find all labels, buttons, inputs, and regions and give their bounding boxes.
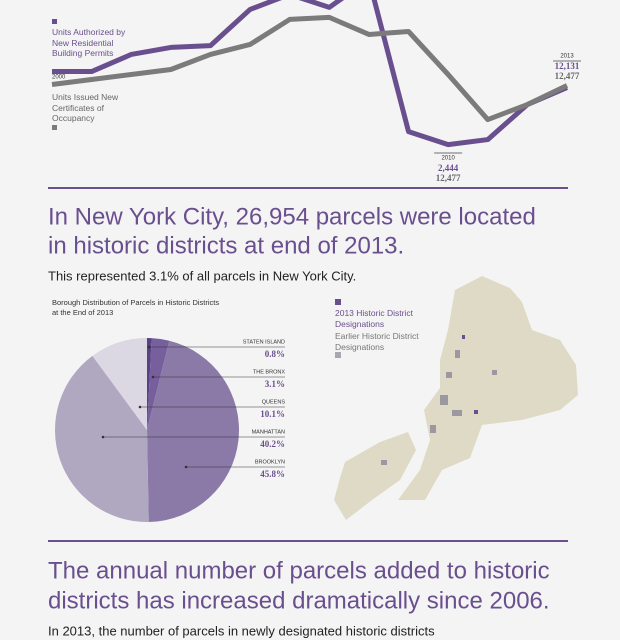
- map-marker: [492, 370, 497, 375]
- pie-value-label: 0.8%: [265, 349, 285, 359]
- map: [334, 276, 578, 520]
- pie-title: Borough Distribution of Parcels in Histo…: [52, 298, 220, 317]
- pie-label: BROOKLYN: [255, 459, 285, 465]
- annotation: 12,131: [555, 61, 580, 71]
- map-shape: [398, 276, 578, 500]
- pie-slice: [55, 355, 149, 522]
- annotation: 2,444: [438, 163, 459, 173]
- map-marker: [430, 425, 436, 433]
- map-marker: [440, 395, 448, 405]
- annotation: 2010: [441, 156, 455, 162]
- leader-dot: [101, 435, 105, 439]
- map-shape: [334, 432, 416, 520]
- map-marker: [455, 350, 460, 358]
- legend-swatch: [335, 299, 341, 305]
- pie-value-label: 10.1%: [260, 409, 285, 419]
- map-marker: [462, 335, 465, 339]
- leader-dot: [147, 345, 151, 349]
- leader-dot: [151, 375, 155, 379]
- map-marker: [446, 372, 452, 378]
- pie-label: THE BRONX: [253, 369, 285, 375]
- heading: The annual number of parcels added to hi…: [48, 557, 550, 584]
- pie-value-label: 3.1%: [265, 379, 285, 389]
- heading: districts has increased dramatically sin…: [48, 587, 550, 614]
- legend-entry: Units Issued New Certificates of Occupan…: [52, 92, 119, 123]
- pie-slice: [147, 340, 239, 522]
- leader-dot: [138, 405, 142, 409]
- heading: In New York City, 26,954 parcels were lo…: [48, 203, 536, 230]
- pie-label: MANHATTAN: [252, 429, 285, 435]
- pie-label: QUEENS: [262, 399, 286, 405]
- leader-dot: [184, 465, 188, 469]
- line: [51, 14, 569, 123]
- heading: in historic districts at end of 2013.: [48, 232, 404, 259]
- annotation: 12,477: [555, 71, 580, 81]
- annotation: 2013: [560, 54, 574, 60]
- pie-value-label: 40.2%: [260, 439, 285, 449]
- legend-swatch: [335, 352, 341, 358]
- legend-entry: 2013 Historic District Designations: [335, 308, 413, 329]
- pie-value-label: 45.8%: [260, 469, 285, 479]
- annotation: 12,477: [436, 173, 461, 183]
- map-marker: [474, 410, 478, 414]
- legend-swatch: [52, 19, 57, 24]
- map-marker: [381, 460, 387, 465]
- pie-label: STATEN ISLAND: [243, 339, 285, 345]
- legend-entry: Earlier Historic District Designations: [335, 331, 419, 352]
- pie-slice: [92, 338, 147, 430]
- annotation: 2000: [52, 75, 66, 81]
- subheading: This represented 3.1% of all parcels in …: [48, 268, 356, 283]
- subheading: In 2013, the number of parcels in newly …: [48, 623, 435, 638]
- map-marker: [452, 410, 462, 416]
- legend-swatch: [52, 125, 57, 130]
- legend-entry: Units Authorized by New Residential Buil…: [52, 27, 126, 58]
- line: [52, 0, 568, 148]
